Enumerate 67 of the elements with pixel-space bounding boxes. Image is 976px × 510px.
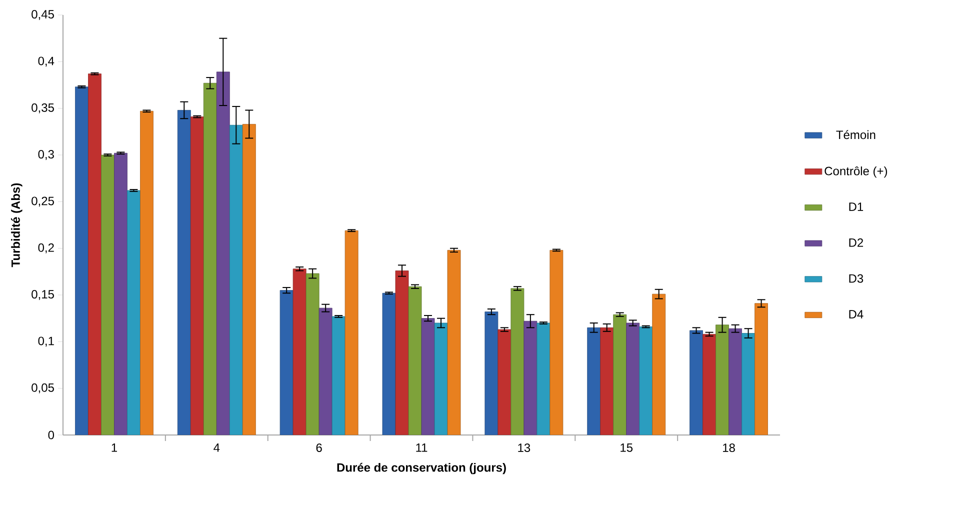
bar	[434, 322, 448, 435]
y-axis-title: Turbidité (Abs)	[10, 183, 22, 268]
y-tick-label: 0,4	[38, 56, 54, 67]
legend-label: D3	[849, 274, 864, 283]
bar	[203, 82, 217, 435]
bar	[306, 273, 320, 435]
bar	[600, 327, 614, 435]
bar	[626, 322, 640, 435]
y-tick-label: 0,1	[38, 336, 54, 347]
bar	[395, 270, 409, 435]
bar	[510, 288, 524, 435]
x-tick-label: 11	[416, 444, 428, 452]
bar	[613, 314, 627, 435]
y-tick-label: 0,2	[38, 243, 54, 254]
y-tick-label: 0,35	[32, 103, 54, 114]
bar	[421, 318, 435, 435]
bar	[190, 116, 204, 435]
y-tick-label: 0,3	[38, 150, 54, 160]
bar	[652, 294, 666, 435]
x-axis-title: Durée de conservation (jours)	[337, 462, 506, 474]
bar	[728, 328, 742, 435]
bar	[280, 290, 294, 435]
y-tick-label: 0	[48, 430, 54, 440]
bar	[702, 334, 716, 435]
bar	[382, 292, 396, 435]
y-tick-label: 0,05	[32, 383, 54, 394]
bar	[344, 230, 358, 435]
bar	[101, 154, 114, 435]
y-tick-label: 0,15	[32, 290, 54, 300]
bar	[292, 268, 306, 435]
x-tick-label: 15	[620, 444, 633, 452]
x-tick-label: 4	[214, 444, 220, 452]
legend-label: Contrôle (+)	[824, 166, 888, 178]
x-tick-label: 13	[518, 444, 530, 452]
bar	[332, 316, 346, 435]
bar	[216, 72, 230, 435]
legend-label: D2	[849, 238, 864, 247]
legend-label: Témoin	[836, 130, 876, 140]
bar	[536, 322, 550, 435]
bar	[498, 329, 512, 435]
legend-label: D1	[849, 202, 864, 211]
y-tick-label: 0,45	[32, 10, 54, 20]
y-tick-label: 0,25	[32, 196, 54, 207]
bar	[114, 152, 128, 435]
bar	[88, 74, 102, 435]
bar	[408, 286, 422, 435]
bar	[639, 326, 653, 435]
bar	[754, 303, 768, 435]
bar	[447, 250, 461, 435]
bar	[690, 330, 703, 435]
bar	[318, 308, 332, 435]
x-tick-label: 1	[112, 444, 117, 452]
bar	[229, 124, 243, 435]
bar	[127, 190, 140, 435]
bar	[587, 327, 601, 435]
bar	[484, 312, 498, 435]
bar	[140, 110, 154, 435]
bar	[177, 110, 191, 435]
bar	[524, 320, 538, 435]
bar	[742, 333, 755, 435]
bar	[242, 124, 256, 435]
bar	[716, 324, 729, 435]
bar	[550, 250, 564, 435]
x-tick-label: 6	[316, 444, 322, 452]
legend-label: D4	[849, 310, 864, 318]
x-tick-label: 18	[723, 444, 735, 452]
bar	[75, 86, 88, 435]
